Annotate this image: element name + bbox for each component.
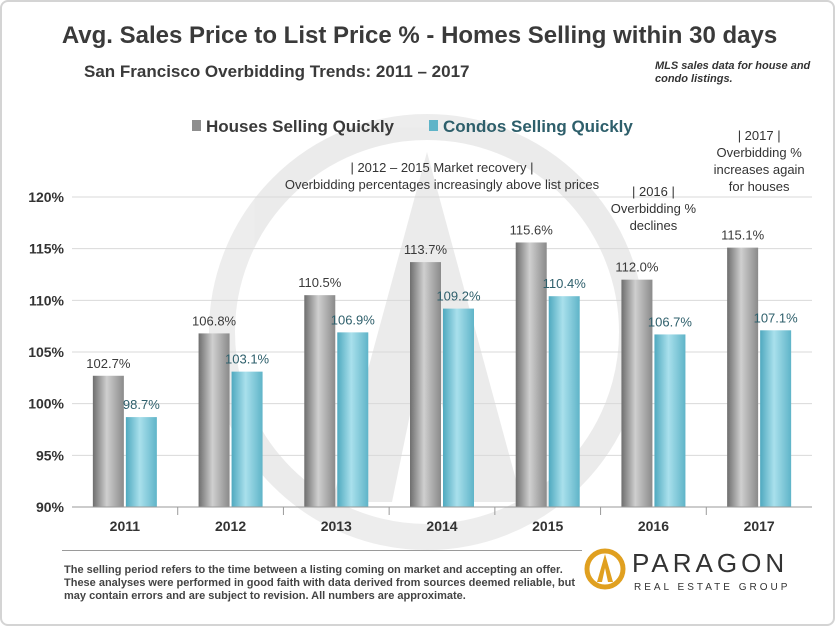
bar-houses [92,375,124,507]
source-note: MLS sales data for house and condo listi… [655,60,811,85]
bar-houses [727,247,759,507]
y-tick-label: 105% [28,344,64,360]
bar-houses [304,295,336,507]
y-tick-label: 115% [29,241,65,257]
data-label: 112.0% [615,260,659,275]
legend-label: Houses Selling Quickly [206,117,395,136]
bars [92,242,792,507]
annotation-text: increases again [714,162,805,177]
annotation-text: | 2016 | [632,184,675,199]
x-tick-label: 2011 [110,518,141,534]
annotation-text: declines [630,218,678,233]
bar-condos [548,296,580,507]
y-axis: 90% 95% 100% 105% 110% 115% 120% [28,189,64,515]
chart-subtitle: San Francisco Overbidding Trends: 2011 –… [84,62,470,81]
data-label: 110.5% [298,275,342,290]
bar-condos [337,332,369,507]
x-tick-label: 2013 [321,518,352,534]
annotations: | 2012 – 2015 Market recovery | Overbiddi… [285,128,805,233]
bar-condos [760,330,792,507]
y-tick-label: 120% [28,189,64,205]
annotation-text: for houses [729,179,790,194]
annotation-text: Overbidding % [611,201,697,216]
data-label: 102.7% [86,356,131,371]
data-label: 115.1% [721,228,765,243]
y-tick-label: 90% [36,499,65,515]
bar-houses [198,333,230,507]
x-tick-label: 2014 [426,518,457,534]
bar-condos [125,417,157,507]
legend: Houses Selling Quickly Condos Selling Qui… [192,117,633,136]
paragon-logo-icon [584,548,626,590]
data-label: 106.8% [192,313,237,328]
data-label: 107.1% [754,310,799,325]
y-tick-label: 100% [28,396,64,412]
bar-condos [231,371,263,507]
annotation-text: Overbidding % [717,145,803,160]
data-labels: 102.7% 98.7% 106.8% 103.1% 110.5% 106.9% 113.7… [86,222,798,412]
bar-condos [654,334,686,507]
legend-swatch [192,120,201,131]
annotation-text: | 2012 – 2015 Market recovery | [350,160,533,175]
bar-houses [621,279,653,507]
x-tick-label: 2015 [532,518,563,534]
data-label: 115.6% [510,222,554,237]
data-label: 103.1% [225,352,270,367]
data-label: 110.4% [543,276,587,291]
data-label: 113.7% [404,242,448,257]
legend-swatch [429,120,438,131]
logo-name: PARAGON [632,548,789,578]
annotation-text: | 2017 | [738,128,781,143]
logo-tagline: REAL ESTATE GROUP [634,582,791,593]
x-tick-label: 2017 [744,518,775,534]
bar-houses [515,242,547,507]
y-tick-label: 95% [36,447,65,463]
data-label: 98.7% [123,397,160,412]
bar-condos [443,308,474,507]
bar-houses [410,262,441,507]
footer-note: The selling period refers to the time be… [64,564,576,602]
chart-title: Avg. Sales Price to List Price % - Homes… [61,22,778,49]
y-tick-label: 110% [29,292,65,308]
legend-label: Condos Selling Quickly [443,117,633,136]
data-label: 106.9% [331,312,376,327]
footer-divider [62,550,582,551]
data-label: 109.2% [436,289,481,304]
x-tick-label: 2012 [215,518,246,534]
x-tick-label: 2016 [638,518,669,534]
annotation-text: Overbidding percentages increasingly abo… [285,177,600,192]
x-axis: 2011 2012 2013 2014 2015 2016 2017 [72,506,812,534]
data-label: 106.7% [648,314,693,329]
